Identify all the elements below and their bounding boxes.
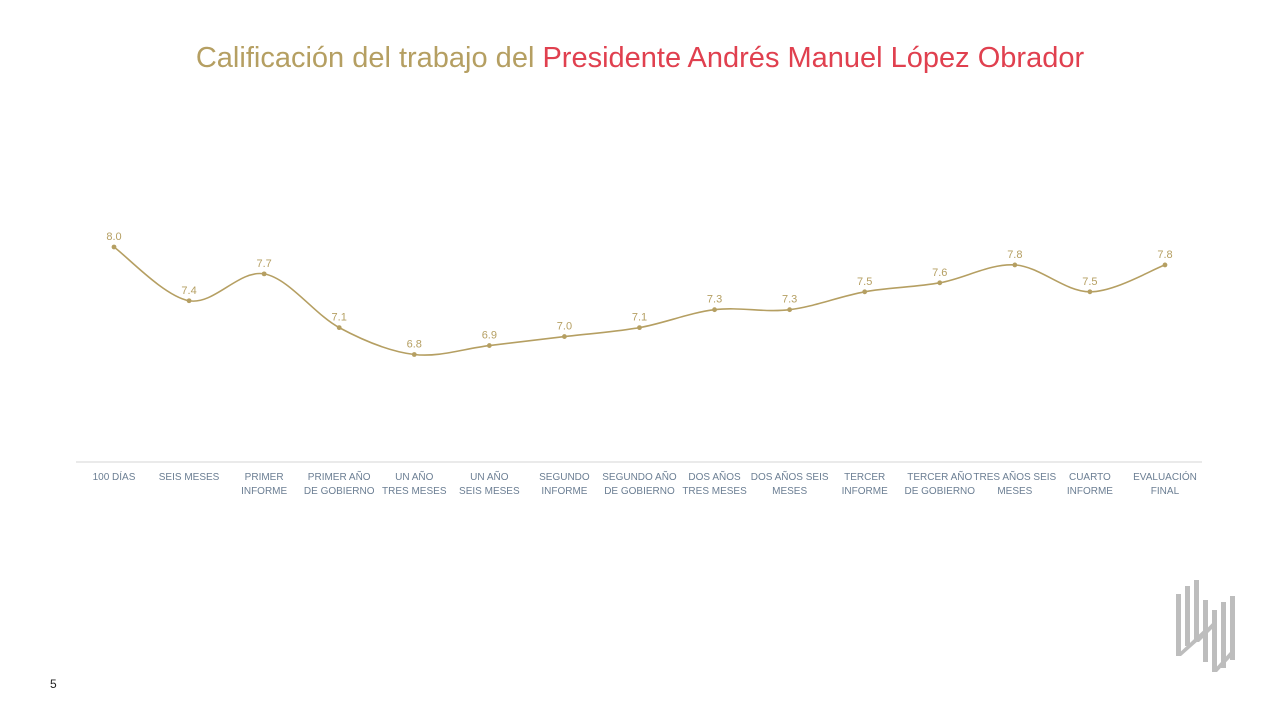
data-label-8: 7.1 xyxy=(632,312,647,324)
x-tick-label-14-line-2: INFORME xyxy=(1067,486,1113,497)
x-tick-label-10-line-1: DOS AÑOS SEIS xyxy=(751,470,829,483)
x-tick-label-13-line-1: TRES AÑOS SEIS xyxy=(973,470,1056,483)
data-label-7: 7.0 xyxy=(557,321,572,333)
data-label-11: 7.5 xyxy=(857,276,872,288)
data-point-1 xyxy=(111,244,117,250)
title-part-1: Calificación del trabajo del xyxy=(195,42,535,74)
data-label-5: 6.8 xyxy=(407,339,422,351)
data-label-12: 7.6 xyxy=(932,267,947,279)
x-tick-label-9-line-1: DOS AÑOS xyxy=(688,470,741,483)
company-logo-icon xyxy=(1176,580,1235,672)
data-label-6: 6.9 xyxy=(482,330,497,342)
data-point-14 xyxy=(1087,289,1093,295)
x-tick-label-10-line-2: MESES xyxy=(772,486,807,497)
x-tick-label-4-line-2: DE GOBIERNO xyxy=(304,486,375,497)
x-tick-label-7-line-1: SEGUNDO xyxy=(539,472,590,483)
x-tick-label-5-line-2: TRES MESES xyxy=(382,486,447,497)
data-label-14: 7.5 xyxy=(1082,276,1097,288)
data-label-2: 7.4 xyxy=(181,285,196,297)
data-point-13 xyxy=(1012,262,1018,268)
data-label-13: 7.8 xyxy=(1007,249,1022,261)
x-tick-label-8-line-1: SEGUNDO AÑO xyxy=(602,470,677,483)
page-number: 5 xyxy=(50,677,57,691)
x-tick-label-3-line-2: INFORME xyxy=(241,486,287,497)
data-point-15 xyxy=(1162,262,1168,268)
x-tick-label-11-line-1: TERCER xyxy=(844,472,885,483)
x-tick-label-8-line-2: DE GOBIERNO xyxy=(604,486,675,497)
data-label-9: 7.3 xyxy=(707,294,722,306)
x-tick-label-14-line-1: CUARTO xyxy=(1069,472,1111,483)
data-label-3: 7.7 xyxy=(256,258,271,270)
data-point-12 xyxy=(937,280,943,286)
x-tick-label-4-line-1: PRIMER AÑO xyxy=(308,470,371,483)
data-point-8 xyxy=(637,325,642,331)
x-tick-label-3-line-1: PRIMER xyxy=(245,472,284,483)
x-tick-label-11-line-2: INFORME xyxy=(842,486,888,497)
data-point-2 xyxy=(186,298,192,304)
slide-title: Calificación del trabajo del Presidente … xyxy=(0,42,1280,75)
data-point-10 xyxy=(787,307,793,313)
data-point-7 xyxy=(562,334,567,339)
x-tick-label-12-line-2: DE GOBIERNO xyxy=(904,486,975,497)
data-label-1: 8.0 xyxy=(106,231,121,243)
x-tick-label-12-line-1: TERCER AÑO xyxy=(907,470,972,483)
data-point-3 xyxy=(261,271,267,277)
x-tick-label-15-line-1: EVALUACIÓN xyxy=(1133,470,1197,483)
data-point-4 xyxy=(336,325,342,331)
data-point-5 xyxy=(411,352,417,357)
x-tick-label-6-line-1: UN AÑO xyxy=(470,470,509,483)
data-point-9 xyxy=(712,307,717,313)
data-label-4: 7.1 xyxy=(332,312,347,324)
x-tick-label-1: 100 DÍAS xyxy=(93,470,136,483)
x-tick-label-13-line-2: MESES xyxy=(997,486,1032,497)
data-label-15: 7.8 xyxy=(1157,249,1172,261)
x-tick-label-6-line-2: SEIS MESES xyxy=(459,486,520,497)
x-tick-label-15-line-2: FINAL xyxy=(1151,486,1180,497)
title-part-2-highlight: Presidente Andrés Manuel López Obrador xyxy=(542,42,1085,74)
x-tick-label-2: SEIS MESES xyxy=(159,472,220,483)
data-point-11 xyxy=(862,289,868,295)
x-tick-label-5-line-1: UN AÑO xyxy=(395,470,434,483)
data-point-6 xyxy=(486,343,492,348)
x-tick-label-7-line-2: INFORME xyxy=(541,486,587,497)
x-tick-label-9-line-2: TRES MESES xyxy=(682,486,747,497)
data-label-10: 7.3 xyxy=(782,294,797,306)
